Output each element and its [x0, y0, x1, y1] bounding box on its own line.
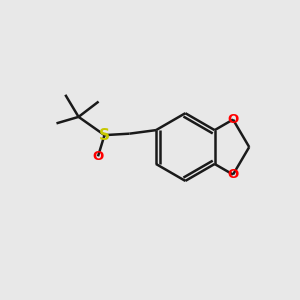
Text: S: S	[99, 128, 110, 142]
Text: O: O	[227, 168, 239, 181]
Text: O: O	[92, 150, 104, 163]
Text: O: O	[227, 113, 239, 126]
